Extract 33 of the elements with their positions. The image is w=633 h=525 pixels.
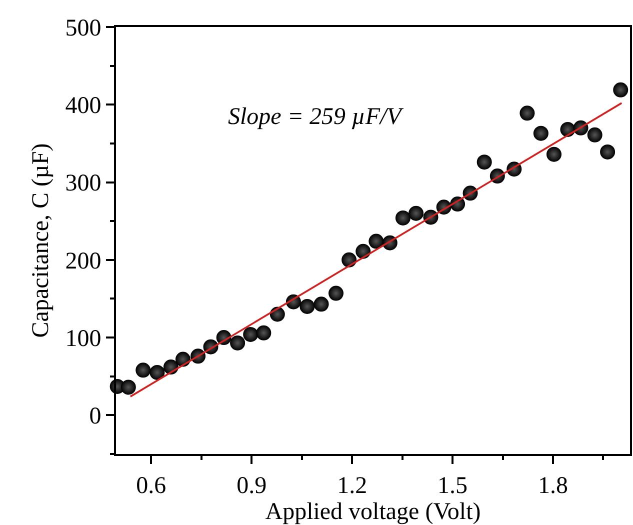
x-axis-title: Applied voltage (Volt) — [265, 498, 481, 525]
point — [314, 296, 329, 312]
x-tick-label: 0.6 — [136, 472, 166, 499]
point — [300, 298, 315, 314]
point — [533, 126, 548, 141]
x-tick-label: 1.2 — [337, 472, 368, 499]
x-tick-label: 0.9 — [236, 472, 267, 499]
point — [546, 146, 562, 162]
point — [120, 380, 136, 395]
point — [520, 106, 535, 121]
y-tick-label: 100 — [65, 326, 102, 352]
y-axis-title: Capacitance, C (µF) — [28, 143, 54, 338]
y-tick-label: 200 — [65, 248, 102, 274]
x-tick-label: 1.5 — [438, 472, 468, 499]
annotation: Slope = 259 µF/V — [228, 104, 404, 130]
point — [587, 127, 602, 142]
point — [150, 364, 165, 380]
point — [136, 362, 151, 378]
x-tick-label: 1.8 — [538, 472, 568, 499]
y-tick-label: 500 — [65, 15, 102, 42]
point — [368, 234, 384, 249]
point — [613, 82, 628, 98]
y-tick-label: 0 — [89, 404, 102, 430]
point — [256, 325, 272, 340]
point — [328, 286, 344, 301]
point — [408, 206, 424, 221]
point — [395, 210, 410, 226]
y-tick-label: 400 — [65, 93, 102, 120]
point — [243, 326, 258, 342]
point — [230, 335, 246, 350]
point — [476, 154, 492, 170]
y-tick-label: 300 — [65, 170, 102, 197]
point — [600, 144, 616, 160]
